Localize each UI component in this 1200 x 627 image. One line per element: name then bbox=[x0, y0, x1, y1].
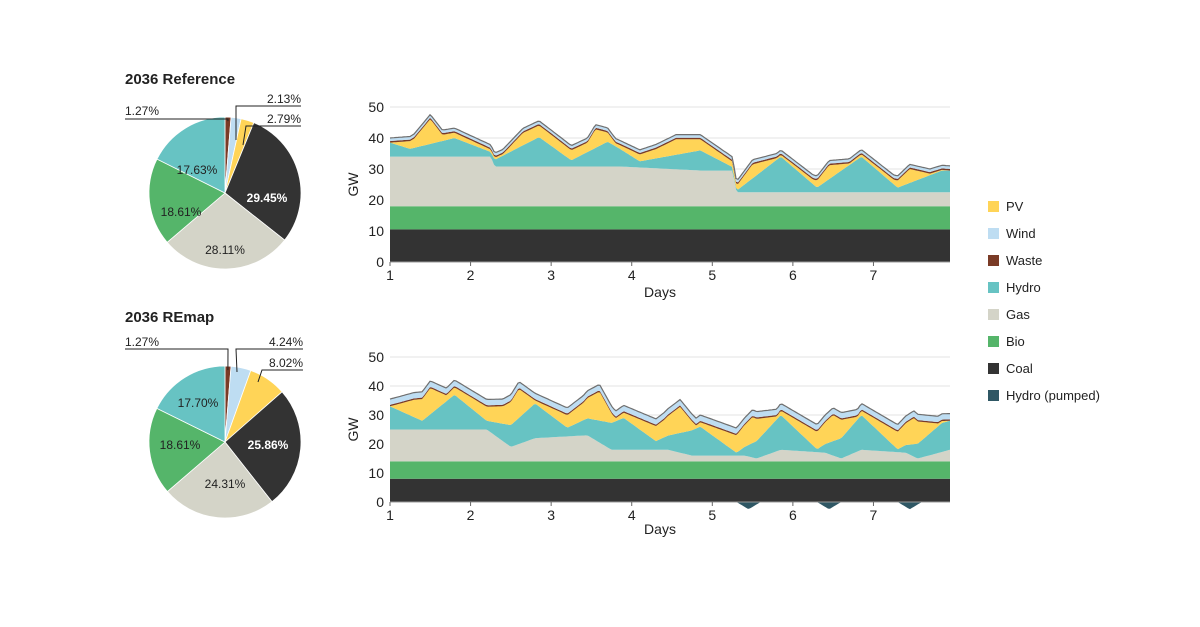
y-tick-label: 0 bbox=[376, 494, 384, 510]
pie-label-gas: 28.11% bbox=[205, 243, 245, 257]
leader-line bbox=[235, 105, 301, 140]
pie-slice-hydro bbox=[156, 116, 226, 194]
x-tick-label: 4 bbox=[628, 267, 636, 283]
x-tick-label: 5 bbox=[708, 267, 716, 283]
legend-swatch-waste bbox=[988, 255, 999, 266]
pie-label-gas: 24.31% bbox=[205, 477, 246, 491]
y-tick-label: 20 bbox=[368, 192, 384, 208]
x-tick-label: 6 bbox=[789, 267, 797, 283]
leader-line bbox=[242, 125, 301, 146]
area-pv bbox=[390, 119, 950, 190]
area-hydro bbox=[390, 137, 950, 193]
legend: PV Wind Waste Hydro Gas Bio Coal Hydro (pumped) bbox=[988, 199, 1100, 403]
x-tick-label: 2 bbox=[467, 267, 475, 283]
pie-chart-remap: 2036 REmap 1.27% 4.24% 8.02% 25.86% 24.31% 18.… bbox=[125, 309, 303, 519]
x-tick-label: 2 bbox=[467, 507, 475, 523]
legend-label-wind: Wind bbox=[1006, 226, 1036, 241]
area-gas bbox=[390, 429, 950, 462]
pie-slice-gas bbox=[166, 441, 273, 519]
total-outline bbox=[389, 379, 950, 429]
pie-title: 2036 Reference bbox=[125, 71, 235, 88]
x-tick-label: 4 bbox=[628, 507, 636, 523]
y-tick-label: 50 bbox=[368, 349, 384, 365]
pie-label-hydro: 17.70% bbox=[178, 396, 219, 410]
legend-label-pv: PV bbox=[1006, 199, 1024, 214]
area-chart-remap: 0 10 20 30 40 50 1 2 3 4 5 6 7 Days GW bbox=[345, 349, 950, 537]
legend-label-waste: Waste bbox=[1006, 253, 1042, 268]
x-tick-label: 1 bbox=[386, 267, 394, 283]
area-chart-reference: 0 10 20 30 40 50 1 2 3 4 5 6 7 Days GW bbox=[345, 99, 951, 300]
x-tick-label: 6 bbox=[789, 507, 797, 523]
pie-label-wind: 4.24% bbox=[269, 335, 303, 349]
pie-label-coal: 29.45% bbox=[247, 191, 288, 205]
y-tick-label: 40 bbox=[368, 378, 384, 394]
y-axis-label: GW bbox=[345, 417, 361, 442]
y-tick-label: 10 bbox=[368, 465, 384, 481]
y-tick-label: 20 bbox=[368, 436, 384, 452]
pie-slice-coal bbox=[224, 122, 302, 241]
y-tick-label: 10 bbox=[368, 223, 384, 239]
area-wind bbox=[390, 380, 950, 434]
area-coal bbox=[390, 478, 950, 502]
legend-label-hydro: Hydro bbox=[1006, 280, 1041, 295]
pie-slice-bio bbox=[148, 158, 226, 243]
area-hydro bbox=[390, 395, 950, 459]
pie-label-waste: 1.27% bbox=[125, 335, 159, 349]
legend-swatch-pv bbox=[988, 201, 999, 212]
pie-slice-coal bbox=[224, 391, 302, 503]
leader-line bbox=[125, 348, 229, 371]
area-pv bbox=[390, 387, 950, 453]
pie-label-bio: 18.61% bbox=[160, 438, 201, 452]
pie-label-wind: 2.13% bbox=[267, 92, 301, 106]
x-axis-label: Days bbox=[644, 521, 676, 537]
x-tick-label: 1 bbox=[386, 507, 394, 523]
pie-label-bio: 18.61% bbox=[161, 205, 202, 219]
total-outline bbox=[389, 113, 951, 181]
legend-label-hydro_pumped: Hydro (pumped) bbox=[1006, 388, 1100, 403]
pie-title: 2036 REmap bbox=[125, 309, 214, 326]
y-tick-label: 30 bbox=[368, 161, 384, 177]
x-tick-label: 3 bbox=[547, 507, 555, 523]
legend-swatch-hydro bbox=[988, 282, 999, 293]
area-bio bbox=[390, 206, 950, 230]
leader-line bbox=[257, 369, 303, 383]
area-gas bbox=[390, 156, 950, 207]
pie-slice-bio bbox=[148, 407, 226, 493]
legend-label-gas: Gas bbox=[1006, 307, 1030, 322]
pie-label-pv: 8.02% bbox=[269, 356, 303, 370]
y-tick-label: 50 bbox=[368, 99, 384, 115]
legend-swatch-wind bbox=[988, 228, 999, 239]
legend-swatch-gas bbox=[988, 309, 999, 320]
area-wind bbox=[390, 114, 950, 183]
x-tick-label: 3 bbox=[547, 267, 555, 283]
pie-slice-gas bbox=[166, 192, 286, 270]
x-tick-label: 7 bbox=[870, 507, 878, 523]
pie-label-hydro: 17.63% bbox=[177, 163, 218, 177]
pie-chart-reference: 2036 Reference 1.27% 2.13% 2.79% 29.45% 28.11… bbox=[125, 71, 302, 270]
leader-line bbox=[235, 348, 303, 373]
leader-line bbox=[125, 118, 229, 122]
y-tick-label: 0 bbox=[376, 254, 384, 270]
legend-label-bio: Bio bbox=[1006, 334, 1025, 349]
pie-slice-hydro bbox=[156, 365, 226, 443]
x-tick-label: 5 bbox=[708, 507, 716, 523]
pie-label-coal: 25.86% bbox=[248, 438, 289, 452]
y-tick-label: 40 bbox=[368, 130, 384, 146]
y-tick-label: 30 bbox=[368, 407, 384, 423]
legend-label-coal: Coal bbox=[1006, 361, 1033, 376]
pie-label-pv: 2.79% bbox=[267, 112, 301, 126]
pie-label-waste: 1.27% bbox=[125, 104, 159, 118]
legend-swatch-bio bbox=[988, 336, 999, 347]
legend-swatch-coal bbox=[988, 363, 999, 374]
x-axis-label: Days bbox=[644, 284, 676, 300]
legend-swatch-hydro_pumped bbox=[988, 390, 999, 401]
area-coal bbox=[390, 229, 950, 262]
y-axis-label: GW bbox=[345, 172, 361, 197]
area-bio bbox=[390, 461, 950, 479]
x-tick-label: 7 bbox=[870, 267, 878, 283]
